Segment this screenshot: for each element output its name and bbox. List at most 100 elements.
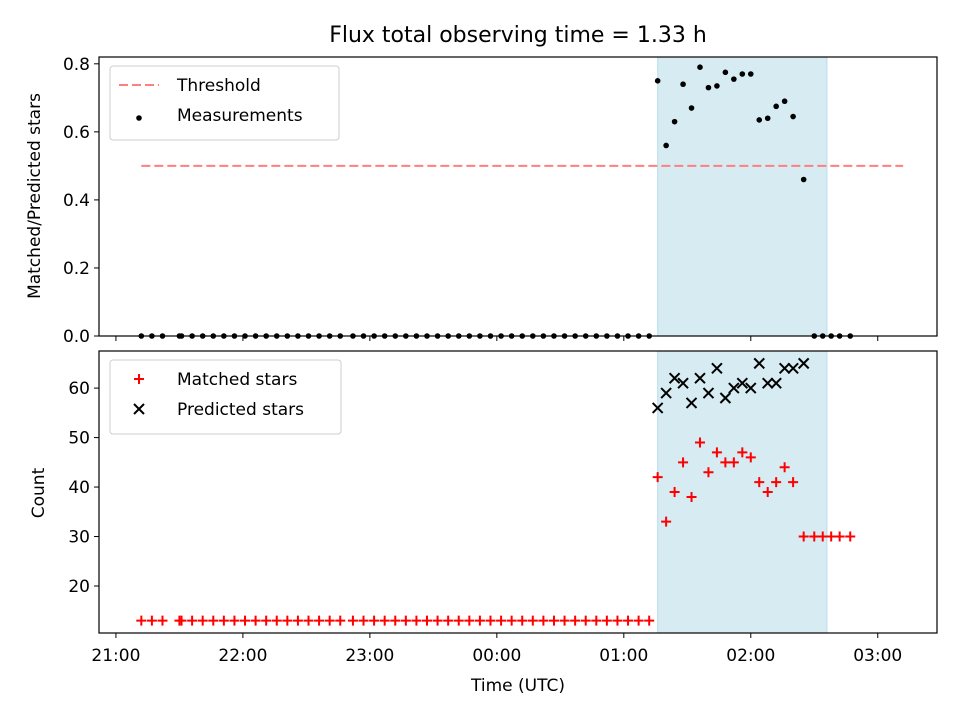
x-tick-label: 01:00 [599, 646, 648, 666]
matched-stars-point [314, 615, 325, 626]
observing-window-span [657, 56, 828, 337]
y-tick-label: 20 [68, 577, 90, 597]
matched-stars-point [728, 457, 739, 468]
measurement-point [680, 81, 686, 88]
legend-label: Measurements [177, 106, 303, 126]
predicted-stars-point [660, 387, 672, 399]
predicted-stars-point [702, 387, 715, 399]
predicted-stars-point [745, 382, 757, 394]
legend: Threshold Measurements [109, 65, 340, 141]
matched-stars-point [347, 615, 358, 626]
matched-stars-point [826, 531, 837, 542]
predicted-stars-point [728, 382, 740, 394]
measurement-point [663, 142, 669, 149]
matched-stars-point [411, 615, 422, 626]
matched-stars-point [644, 615, 655, 626]
matched-stars-point [601, 615, 612, 626]
measurement-point [790, 113, 796, 120]
matched-stars-point [538, 615, 549, 626]
measurement-point [756, 117, 763, 123]
predicted-stars-point [685, 397, 698, 409]
y-tick-label: 60 [68, 379, 90, 399]
legend-measurements-swatch [136, 115, 142, 121]
matched-stars-point [240, 615, 251, 626]
legend-label: Threshold [176, 76, 261, 96]
legend-label: Matched stars [177, 370, 297, 390]
axes-frame [98, 350, 938, 634]
predicted-stars-point [778, 362, 791, 375]
matched-stars-point [809, 531, 820, 542]
matched-stars-point [218, 615, 229, 626]
measurement-point [731, 76, 737, 82]
legend-matched-swatch [134, 374, 144, 384]
legend-predicted-swatch [133, 403, 145, 415]
matched-stars-point [453, 615, 464, 626]
matched-stars-point [711, 447, 722, 458]
measurement-point [781, 98, 788, 105]
axes-frame [98, 56, 938, 337]
matched-stars-point [464, 615, 475, 626]
matched-stars-point [686, 491, 697, 502]
measurement-point [671, 118, 678, 125]
matched-stars-point [250, 615, 261, 626]
predicted-stars-point [753, 357, 765, 370]
matched-stars-point [798, 531, 809, 542]
matched-stars-point [845, 531, 856, 542]
x-tick-label: 21:00 [91, 646, 140, 666]
top-y-axis-label: Matched/Predicted stars [25, 93, 45, 299]
matched-stars-point [548, 615, 559, 626]
flux-ratio-panel: 0.0 0.2 0.4 0.6 0.8 Threshold Measurements [63, 55, 938, 347]
y-tick-label: 50 [68, 429, 90, 449]
measurement-point [800, 176, 807, 183]
matched-stars-point [400, 615, 411, 626]
matched-stars-point [379, 615, 390, 626]
chart-title: Flux total observing time = 1.33 h [329, 23, 707, 48]
series-predicted-stars [651, 357, 810, 414]
measurement-point [654, 78, 661, 84]
matched-stars-point [390, 615, 401, 626]
measurement-point [714, 83, 720, 89]
legend: Matched stars Predicted stars [109, 359, 342, 435]
matched-stars-point [745, 452, 756, 463]
matched-stars-point [443, 615, 454, 626]
matched-stars-point [157, 615, 168, 626]
predicted-stars-point [711, 362, 723, 375]
series-matched-stars [136, 437, 856, 626]
matched-stars-point [432, 615, 443, 626]
matched-stars-point [136, 615, 147, 626]
star-count-panel: 20 30 40 50 60 21:00 22:00 23:00 00:00 01:00 02:00… [68, 350, 938, 666]
matched-stars-point [197, 615, 208, 626]
predicted-stars-point [719, 392, 732, 404]
matched-stars-point [292, 615, 303, 626]
measurement-point [722, 69, 729, 76]
x-axis-label: Time (UTC) [470, 676, 565, 696]
matched-stars-point [694, 437, 705, 448]
matched-stars-point [623, 615, 634, 626]
y-tick-label: 0.0 [63, 327, 90, 347]
matched-stars-point [678, 457, 689, 468]
x-tick-label: 22:00 [218, 646, 267, 666]
matched-stars-point [703, 467, 714, 478]
matched-stars-point [762, 487, 773, 497]
matched-stars-point [187, 615, 198, 626]
matched-stars-point [779, 462, 790, 473]
matched-stars-point [580, 615, 591, 626]
matched-stars-point [559, 615, 570, 626]
predicted-stars-point [797, 357, 810, 370]
matched-stars-point [474, 615, 485, 626]
matched-stars-point [669, 487, 680, 497]
y-tick-label: 0.8 [63, 55, 90, 75]
matched-stars-point [652, 472, 663, 483]
matched-stars-point [771, 477, 782, 488]
matched-stars-point [282, 615, 293, 626]
measurement-point [773, 103, 779, 110]
y-tick-label: 0.6 [63, 123, 90, 143]
legend-box [109, 359, 342, 435]
measurement-point [697, 64, 703, 71]
matched-stars-point [517, 615, 528, 626]
bottom-y-axis-label: Count [29, 467, 49, 518]
measurement-point [764, 115, 771, 122]
x-tick-label: 23:00 [345, 646, 394, 666]
matched-stars-point [754, 477, 765, 488]
